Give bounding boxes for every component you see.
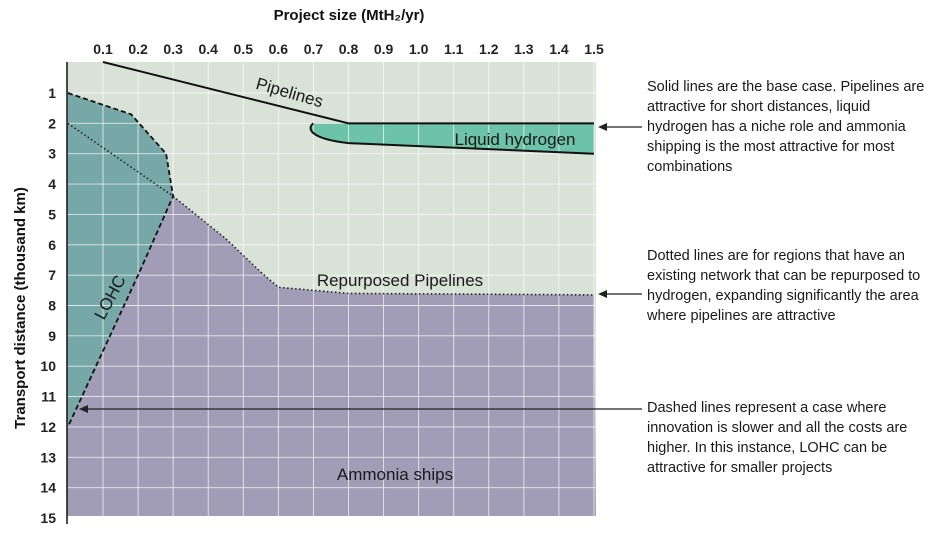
y-tick-label: 9 [48,328,56,344]
y-tick-label: 6 [48,237,56,253]
arrow-head-dotted-lines [598,290,607,298]
y-tick-label: 14 [40,480,56,496]
y-tick-label: 3 [48,146,56,162]
x-tick-label: 0.8 [339,41,359,57]
boundary-lines [67,61,595,428]
boundary-repurposed-dotted [67,122,595,296]
x-tick-label: 0.7 [304,41,324,57]
arrow-head-solid-lines [598,123,607,131]
y-axis-title: Transport distance (thousand km) [12,187,29,429]
x-tick-label: 0.6 [269,41,289,57]
arrow-head-dashed-lines [79,405,88,413]
x-tick-label: 1.4 [549,41,569,57]
y-tick-label: 5 [48,206,56,222]
x-tick-label: 1.2 [479,41,499,57]
y-tick-label: 12 [40,419,56,435]
y-tick-label: 13 [40,449,56,465]
y-tick-label: 4 [48,176,56,192]
boundary-lohc-dashed [67,92,175,428]
grid-lines [67,62,596,519]
y-tick-label: 2 [48,115,56,131]
y-tick-label: 1 [48,85,56,101]
y-tick-label: 15 [40,510,56,526]
y-tick-label: 8 [48,298,56,314]
boundary-pipelines-solid [102,61,594,125]
x-tick-label: 0.1 [93,41,113,57]
x-tick-label: 0.2 [128,41,148,57]
region-label-repurposed-pipelines: Repurposed Pipelines [317,271,483,290]
region-ammonia-ships [67,123,596,516]
x-tick-label: 0.4 [198,41,218,57]
region-label-ammonia-ships: Ammonia ships [337,465,453,484]
x-axis-title: Project size (MtH₂/yr) [274,7,425,24]
region-liquid-hydrogen [310,123,594,154]
x-tick-label: 1.1 [444,41,464,57]
annotation-arrows [79,123,642,413]
region-label-liquid-hydrogen: Liquid hydrogen [455,130,576,149]
x-tick-label: 0.5 [234,41,254,57]
y-tick-label: 10 [40,358,56,374]
annotation-solid-lines: Solid lines are the base case. Pipelines… [647,79,925,175]
y-tick-label: 7 [48,267,56,283]
region-lohc [67,93,174,427]
x-tick-labels: 0.1 0.2 0.3 0.4 0.5 0.6 0.7 0.8 0.9 1.0 1.1 1.2 1.3 1… [93,41,604,57]
x-tick-label: 1.0 [409,41,429,57]
x-tick-label: 1.3 [514,41,534,57]
annotation-dashed-lines: Dashed lines represent a case where inno… [647,400,908,476]
y-tick-label: 11 [41,389,56,405]
x-tick-label: 0.9 [374,41,394,57]
x-tick-label: 0.3 [163,41,183,57]
annotation-dotted-lines: Dotted lines are for regions that have a… [647,248,921,324]
x-tick-label: 1.5 [584,41,604,57]
region-areas [67,62,596,516]
boundary-liquid-hydrogen-solid [309,122,595,155]
